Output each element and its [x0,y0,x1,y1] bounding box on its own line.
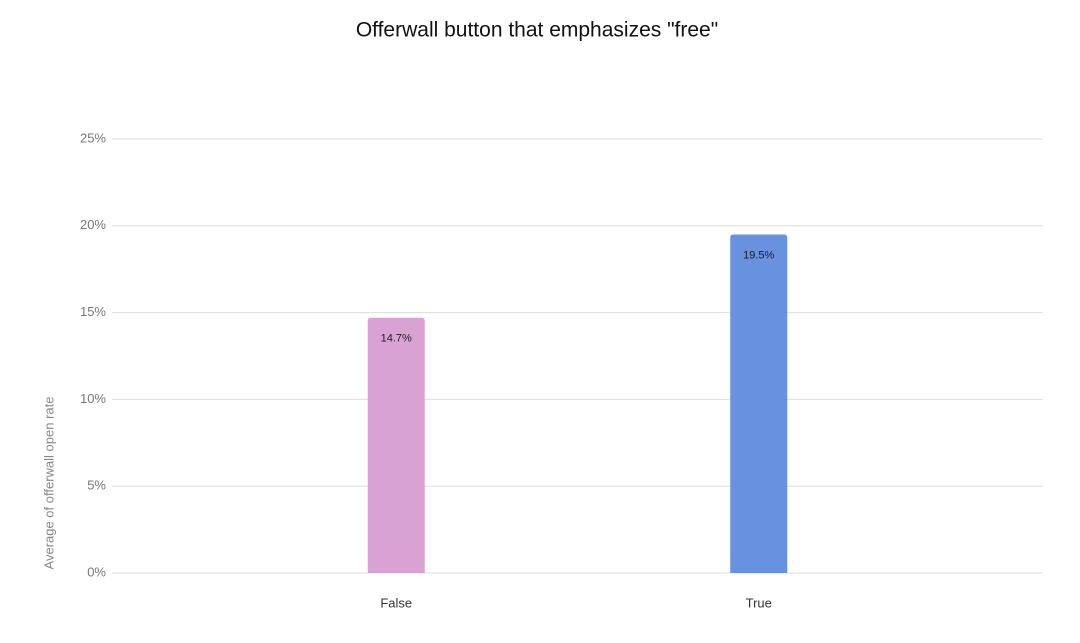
value-label: 14.7% [381,333,412,345]
value-label: 19.5% [743,249,774,261]
y-tick-label: 0% [87,564,106,579]
y-axis-title: Average of offerwall open rate [41,397,56,570]
x-tick-label: True [746,595,772,610]
chart-title: Offerwall button that emphasizes "free" [356,19,718,42]
x-tick-label: False [380,595,412,610]
y-tick-label: 25% [80,130,106,145]
y-tick-label: 5% [87,478,106,493]
y-tick-label: 20% [80,217,106,232]
bar [367,317,425,573]
y-tick-label: 15% [80,304,106,319]
y-tick-label: 10% [80,391,106,406]
bar [730,234,788,574]
